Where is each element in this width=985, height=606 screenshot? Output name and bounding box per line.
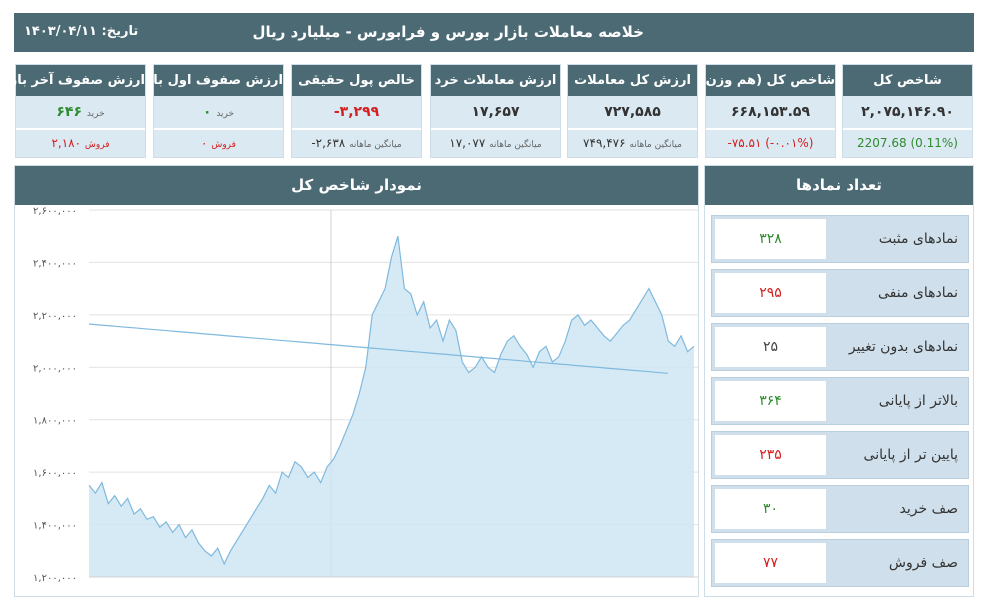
symbols-count-panel: تعداد نمادها نمادهای مثبت ۳۲۸ نمادهای منفی… [704,165,974,597]
symbol-count-value: ۳۲۸ [715,219,826,259]
card-title: شاخص کل [843,65,972,96]
index-area-fill [89,236,694,577]
card-total-trade-value: ارزش کل معاملات ۷۲۷,۵۸۵ ۷۴۹,۴۷۶ میانگین … [567,64,698,158]
card-first-queue-value: ارزش صفوف اول بازار ۰ خرید ۰ فروش [134,64,284,158]
card-sell-value: ۰ فروش [154,128,283,157]
y-tick-label: ۱,۴۰۰,۰۰۰ [33,521,77,532]
y-tick-label: ۱,۲۰۰,۰۰۰ [33,573,77,584]
card-value: ۶۶۸,۱۵۳.۵۹ [706,96,835,128]
card-total-index: شاخص کل ۲,۰۷۵,۱۴۶.۹۰ 2207.68 (0.11%) [842,64,973,158]
symbol-count-label: پایین تر از پایانی [863,447,958,463]
y-tick-label: ۱,۸۰۰,۰۰۰ [33,416,77,427]
card-retail-trade-value: ارزش معاملات خرد ۱۷,۶۵۷ ۱۷,۰۷۷ میانگین م… [430,64,561,158]
y-tick-label: ۱,۶۰۰,۰۰۰ [33,468,77,479]
card-title: ارزش کل معاملات [568,65,697,96]
symbol-count-row: نمادهای منفی ۲۹۵ [711,269,969,317]
y-tick-label: ۲,۰۰۰,۰۰۰ [33,363,77,374]
symbol-count-row: نمادهای بدون تغییر ۲۵ [711,323,969,371]
index-chart-panel: نمودار شاخص کل ۱,۲۰۰,۰۰۰ ۱,۴۰۰,۰۰۰ ۱,۶۰۰,۰… [14,165,699,597]
trend-series-line [88,323,669,374]
card-change: -۷۵.۵۱ (-۰.۰۱%) [706,128,835,157]
symbol-count-label: صف فروش [888,555,958,571]
symbol-count-value: ۳۶۴ [715,381,826,421]
report-date: تاریخ: ۱۴۰۳/۰۴/۱۱ [24,24,139,39]
index-area-chart[interactable]: ۱,۲۰۰,۰۰۰ ۱,۴۰۰,۰۰۰ ۱,۶۰۰,۰۰۰ ۱,۸۰۰,۰۰۰ ۲,۰۰… [15,205,698,596]
symbol-count-label: نمادهای منفی [877,285,958,301]
y-tick-label: ۲,۴۰۰,۰۰۰ [33,258,77,269]
index-series-line [88,236,695,566]
symbol-count-row: صف خرید ۳۰ [711,485,969,533]
card-buy-value: ۰ خرید [154,96,283,128]
card-title: ارزش صفوف آخر بازار [0,65,145,96]
symbol-count-value: ۲۹۵ [715,273,826,313]
symbol-count-row: صف فروش ۷۷ [711,539,969,587]
card-value: ۱۷,۶۵۷ [431,96,560,128]
symbol-count-value: ۲۳۵ [715,435,826,475]
symbol-count-row: پایین تر از پایانی ۲۳۵ [711,431,969,479]
symbol-count-value: ۷۷ [715,543,826,583]
card-value: ۷۲۷,۵۸۵ [568,96,697,128]
page-title: خلاصه معاملات بازار بورس و فرابورس - میل… [252,23,644,41]
card-title: ارزش صفوف اول بازار [134,65,283,96]
card-sell-value: ۲,۱۸۰ فروش [16,128,145,157]
card-equal-weight-index: شاخص کل (هم وزن) ۶۶۸,۱۵۳.۵۹ -۷۵.۵۱ (-۰.۰… [700,64,836,158]
symbols-panel-title: تعداد نمادها [705,166,973,205]
card-title: خالص پول حقیقی [292,65,421,96]
card-monthly-average: ۱۷,۰۷۷ میانگین ماهانه [431,128,560,157]
card-buy-value: ۶۴۶ خرید [16,96,145,128]
card-value: -۳,۲۹۹ [292,96,421,128]
symbol-count-value: ۲۵ [715,327,826,367]
card-title: ارزش معاملات خرد [431,65,560,96]
card-net-real-money: خالص پول حقیقی -۳,۲۹۹ -۲,۶۳۸ میانگین ماه… [291,64,422,158]
symbol-count-label: نمادهای بدون تغییر [848,339,958,355]
card-monthly-average: -۲,۶۳۸ میانگین ماهانه [292,128,421,157]
summary-header: خلاصه معاملات بازار بورس و فرابورس - میل… [14,13,974,52]
card-change: 2207.68 (0.11%) [843,128,972,157]
symbol-count-label: نمادهای مثبت [878,231,958,247]
symbol-count-row: بالاتر از پایانی ۳۶۴ [711,377,969,425]
y-tick-label: ۲,۲۰۰,۰۰۰ [33,311,77,322]
symbol-count-label: بالاتر از پایانی [878,393,958,409]
card-title: شاخص کل (هم وزن) [700,65,835,96]
symbol-count-value: ۳۰ [715,489,826,529]
card-last-queue-value: ارزش صفوف آخر بازار ۶۴۶ خرید ۲,۱۸۰ فروش [0,64,146,158]
y-tick-label: ۲,۶۰۰,۰۰۰ [33,206,77,217]
card-value: ۲,۰۷۵,۱۴۶.۹۰ [843,96,972,128]
chart-panel-title: نمودار شاخص کل [15,166,698,205]
symbol-count-label: صف خرید [899,501,958,517]
card-monthly-average: ۷۴۹,۴۷۶ میانگین ماهانه [568,128,697,157]
symbol-count-row: نمادهای مثبت ۳۲۸ [711,215,969,263]
